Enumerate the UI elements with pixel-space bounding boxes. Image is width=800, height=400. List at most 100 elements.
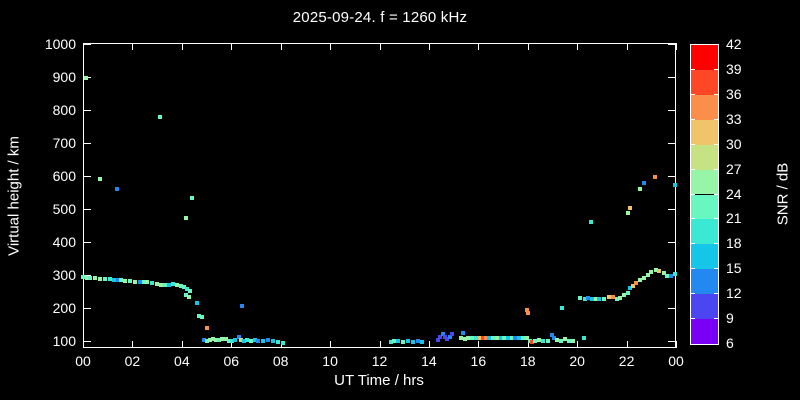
x-tick-label: 12 <box>371 353 388 369</box>
colorbar-tick-mark <box>714 143 718 145</box>
data-point <box>517 336 522 341</box>
x-tick-label: 08 <box>272 353 289 369</box>
colorbar-tick-label: 39 <box>726 60 742 77</box>
y-tick-label: 900 <box>52 69 76 85</box>
data-point <box>195 301 200 306</box>
data-point <box>625 290 630 295</box>
x-tick-mark-top <box>231 43 233 50</box>
colorbar-tick-mark <box>691 218 695 220</box>
x-tick-label: 22 <box>618 353 635 369</box>
data-point <box>276 340 281 345</box>
data-point <box>630 283 635 288</box>
data-point <box>628 206 633 210</box>
data-point <box>415 339 420 343</box>
data-point <box>240 304 245 309</box>
data-point <box>661 271 666 276</box>
data-point <box>232 338 237 343</box>
data-point <box>211 337 216 342</box>
x-tick-mark-top <box>280 43 282 50</box>
colorbar-tick-mark <box>714 293 718 295</box>
data-point <box>460 331 465 336</box>
y-tick-label: 500 <box>52 201 76 217</box>
data-point <box>261 338 266 343</box>
data-point <box>236 335 241 340</box>
x-tick-label: 02 <box>124 353 141 369</box>
data-point <box>419 339 424 344</box>
colorbar-tick-mark <box>691 193 695 195</box>
data-point <box>200 315 205 320</box>
colorbar-tick-mark <box>691 268 695 270</box>
data-point <box>513 336 518 341</box>
y-tick-mark <box>84 308 91 309</box>
data-point <box>533 339 538 344</box>
y-tick-label: 100 <box>52 333 76 349</box>
data-point <box>665 273 670 278</box>
data-point <box>649 270 654 275</box>
data-point <box>171 282 176 287</box>
colorbar-tick-mark <box>691 93 695 95</box>
data-point <box>524 335 529 340</box>
x-tick-mark-top <box>428 43 430 50</box>
data-point <box>550 333 555 338</box>
data-point <box>400 339 405 344</box>
data-point <box>392 339 397 343</box>
data-point <box>83 75 88 80</box>
data-point <box>182 285 187 290</box>
x-tick-mark <box>231 341 233 348</box>
x-tick-mark-top <box>577 43 579 50</box>
colorbar-tick-label: 27 <box>726 160 742 177</box>
data-point <box>132 279 137 284</box>
data-point <box>127 279 132 284</box>
colorbar-tick-label: 33 <box>726 110 742 127</box>
x-tick-label: 10 <box>322 353 338 369</box>
colorbar-tick-label: 12 <box>726 285 742 302</box>
data-point <box>184 215 189 220</box>
data-point <box>588 219 593 224</box>
y-tick-label: 600 <box>52 168 76 184</box>
x-tick-mark <box>527 341 529 348</box>
data-point <box>520 336 525 341</box>
colorbar-tick-mark <box>691 168 695 170</box>
y-tick-label: 700 <box>52 135 76 151</box>
y-tick-mark <box>84 341 91 342</box>
data-point <box>555 338 560 342</box>
colorbar-tick-mark <box>714 168 718 170</box>
data-point <box>634 280 639 285</box>
data-point <box>571 339 576 344</box>
data-point <box>388 340 393 345</box>
data-point <box>577 296 582 301</box>
data-point <box>614 297 619 302</box>
colorbar-tick-mark <box>714 243 718 245</box>
data-point <box>405 339 410 343</box>
colorbar-tick-label: 18 <box>726 235 742 252</box>
data-point <box>137 279 142 284</box>
data-point <box>249 339 254 343</box>
data-point <box>607 295 612 300</box>
data-point <box>589 297 594 302</box>
data-point <box>637 186 642 191</box>
data-point <box>174 282 179 287</box>
y-tick-mark <box>84 143 91 144</box>
y-tick-mark <box>84 176 91 177</box>
x-tick-mark-top <box>330 43 332 50</box>
data-point <box>115 278 120 283</box>
data-point <box>178 283 183 288</box>
data-point <box>525 311 530 316</box>
x-tick-mark-top <box>676 43 677 50</box>
data-point <box>410 339 415 344</box>
colorbar-segment <box>691 269 718 295</box>
data-point <box>438 335 443 340</box>
data-point <box>502 336 507 341</box>
data-point <box>266 338 271 343</box>
data-point <box>217 338 222 342</box>
data-point <box>669 273 674 278</box>
data-point <box>223 337 228 342</box>
colorbar-segment <box>691 194 718 220</box>
data-point <box>150 280 155 285</box>
x-tick-mark <box>478 341 480 348</box>
colorbar-tick-mark <box>691 143 695 145</box>
data-point <box>673 182 677 187</box>
data-point <box>470 336 475 341</box>
data-point <box>88 275 93 280</box>
